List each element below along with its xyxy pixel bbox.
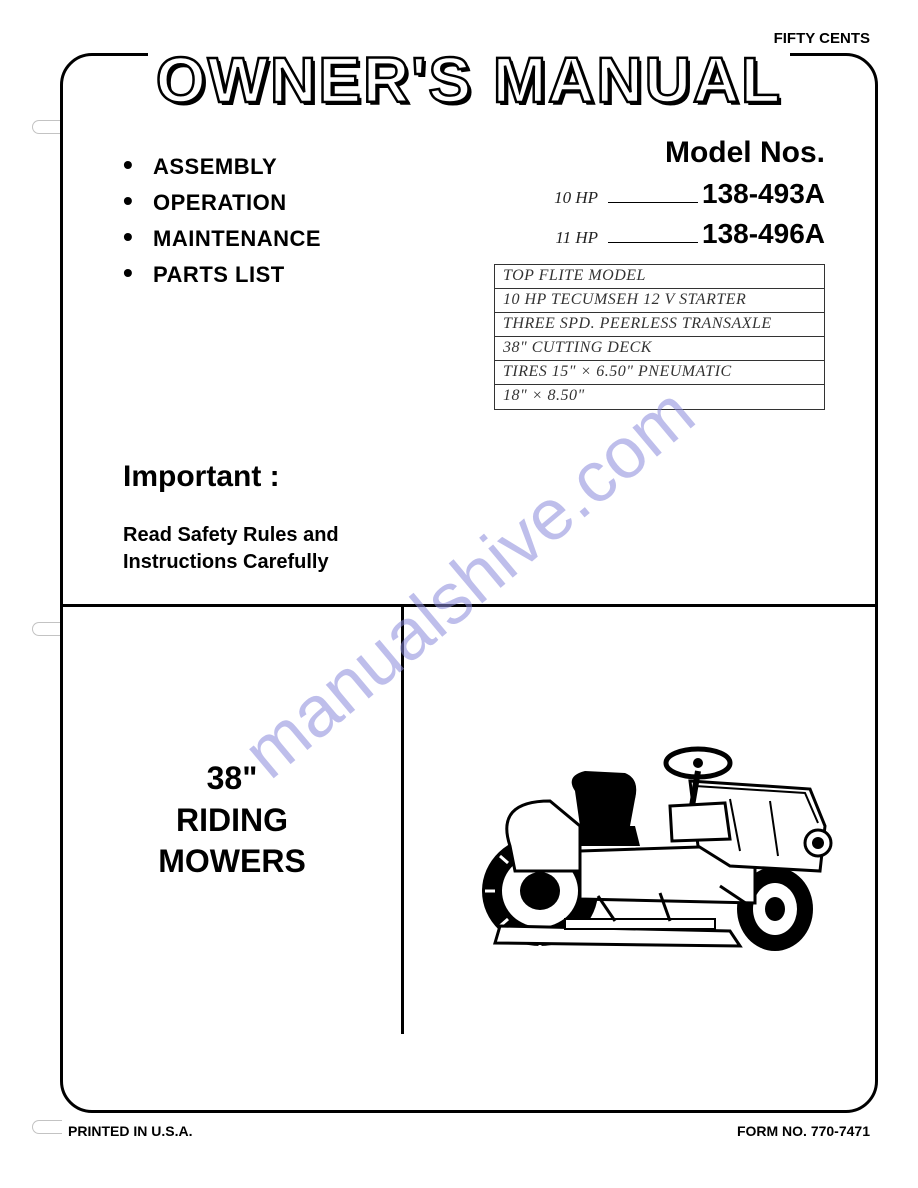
model-row: 10 HP 138-493A — [484, 178, 825, 210]
product-label: 38" RIDING MOWERS — [158, 758, 306, 883]
model-heading: Model Nos. — [484, 136, 825, 170]
handwritten-notes-box: Top Flite Model 10 HP Tecumseh 12 V Star… — [494, 264, 825, 410]
section-item: MAINTENANCE — [123, 226, 484, 252]
section-item: PARTS LIST — [123, 262, 484, 288]
product-line2: RIDING — [176, 802, 288, 838]
model-row: 11 HP 138-496A — [484, 218, 825, 250]
hp-annotation: 10 HP — [554, 188, 598, 208]
page: FIFTY CENTS manualshive.com OWNER'S MANU… — [0, 0, 918, 1188]
model-number: 138-493A — [702, 178, 825, 210]
annotation-line — [608, 202, 698, 203]
annotation-line — [608, 242, 698, 243]
title-banner: OWNER'S MANUAL — [63, 48, 875, 112]
handwritten-line: 18" × 8.50" — [495, 385, 824, 409]
riding-mower-illustration — [430, 671, 850, 971]
sections-list: ASSEMBLY OPERATION MAINTENANCE PARTS LIS… — [123, 154, 484, 288]
handwritten-line: 10 HP Tecumseh 12 V Starter — [495, 289, 824, 313]
document-frame: manualshive.com OWNER'S MANUAL ASSEMBLY … — [60, 53, 878, 1113]
handwritten-line: Three Spd. Peerless Transaxle — [495, 313, 824, 337]
hp-annotation: 11 HP — [555, 228, 598, 248]
model-list: 10 HP 138-493A 11 HP 138-496A — [484, 178, 825, 250]
section-item: ASSEMBLY — [123, 154, 484, 180]
lower-section: 38" RIDING MOWERS — [63, 604, 875, 1034]
product-illustration-cell — [404, 607, 875, 1034]
section-item: OPERATION — [123, 190, 484, 216]
handwritten-line: 38" Cutting Deck — [495, 337, 824, 361]
important-body: Read Safety Rules and Instructions Caref… — [123, 522, 875, 576]
handwritten-line: Top Flite Model — [495, 265, 824, 289]
handwritten-line: Tires 15" × 6.50" Pneumatic — [495, 361, 824, 385]
model-number: 138-496A — [702, 218, 825, 250]
product-size: 38" — [207, 760, 258, 796]
product-line3: MOWERS — [158, 843, 306, 879]
important-block: Important : Read Safety Rules and Instru… — [63, 410, 875, 604]
sections-column: ASSEMBLY OPERATION MAINTENANCE PARTS LIS… — [123, 136, 484, 410]
model-column: Model Nos. 10 HP 138-493A 11 HP 138-496A… — [484, 136, 845, 410]
important-line2: Instructions Carefully — [123, 551, 329, 573]
product-label-cell: 38" RIDING MOWERS — [63, 607, 404, 1034]
document-title: OWNER'S MANUAL — [148, 48, 790, 112]
footer-right: FORM NO. 770-7471 — [737, 1123, 870, 1139]
footer-left: PRINTED IN U.S.A. — [68, 1123, 192, 1139]
important-heading: Important : — [123, 460, 875, 494]
important-line1: Read Safety Rules and — [123, 524, 339, 546]
upper-section: ASSEMBLY OPERATION MAINTENANCE PARTS LIS… — [63, 112, 875, 410]
footer: PRINTED IN U.S.A. FORM NO. 770-7471 — [60, 1123, 878, 1139]
